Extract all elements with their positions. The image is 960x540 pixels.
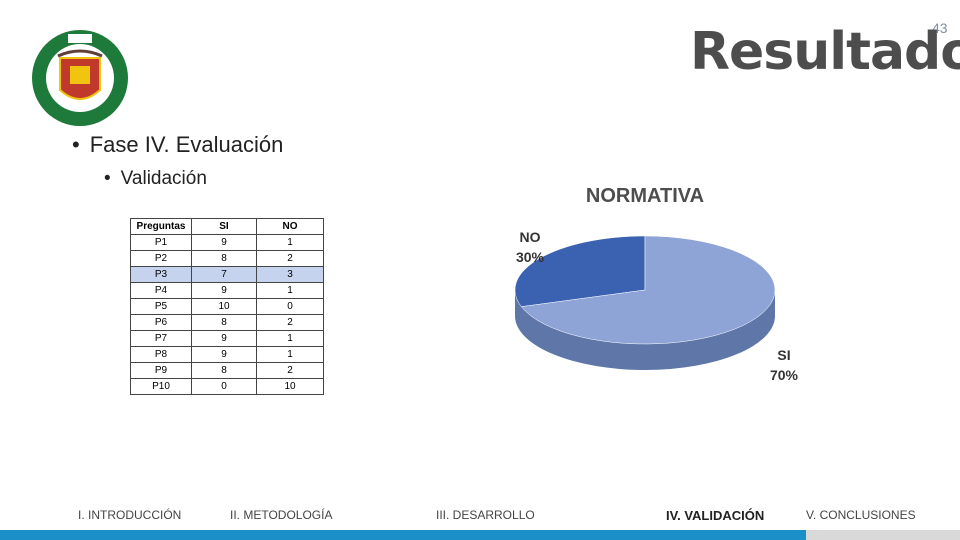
cell-si: 8 [191, 362, 257, 379]
label-no-value: 30% [516, 249, 545, 265]
cell-si: 9 [191, 282, 257, 299]
table-row: P4 9 1 [130, 282, 324, 299]
cell-no: 2 [256, 250, 324, 267]
pie-slice-si [520, 235, 776, 345]
slide-number: 43 [932, 20, 948, 36]
cell-pregunta: P1 [130, 234, 192, 251]
table-row: P1 9 1 [130, 234, 324, 251]
results-table: Preguntas SI NO P1 9 1 P2 8 2 P3 7 3 P4 9 1 P5 10 0 P6 8… [130, 218, 324, 395]
cell-si: 10 [191, 298, 257, 315]
cell-no: 10 [256, 378, 324, 395]
cell-no: 3 [256, 266, 324, 283]
cell-si: 9 [191, 330, 257, 347]
table-row: P7 9 1 [130, 330, 324, 347]
cell-pregunta: P10 [130, 378, 192, 395]
table-header-row: Preguntas SI NO [130, 218, 324, 235]
cell-no: 2 [256, 362, 324, 379]
header-si: SI [191, 218, 257, 235]
cell-si: 9 [191, 346, 257, 363]
cell-pregunta: P8 [130, 346, 192, 363]
cell-no: 1 [256, 346, 324, 363]
progress-fill [0, 530, 807, 540]
bullet-validacion: • Validación [104, 168, 207, 189]
chart-title: NORMATIVA [586, 185, 704, 207]
cell-pregunta: P7 [130, 330, 192, 347]
bullet-fase-text: Fase IV. Evaluación [89, 132, 284, 157]
cell-si: 9 [191, 234, 257, 251]
label-si-name: SI [777, 347, 790, 363]
cell-no: 1 [256, 330, 324, 347]
footer-item-desarrollo[interactable]: III. DESARROLLO [436, 508, 535, 522]
header-no: NO [256, 218, 324, 235]
table-row: P2 8 2 [130, 250, 324, 267]
cell-pregunta: P3 [130, 266, 192, 283]
cell-pregunta: P5 [130, 298, 192, 315]
footer-item-metodologia[interactable]: II. METODOLOGÍA [230, 508, 333, 522]
slide-title: Resultados [690, 22, 960, 82]
footer-item-conclusiones[interactable]: V. CONCLUSIONES [806, 508, 916, 522]
pie-side [515, 290, 775, 370]
cell-no: 2 [256, 314, 324, 331]
cell-si: 8 [191, 314, 257, 331]
label-si-value: 70% [770, 367, 799, 383]
cell-no: 0 [256, 298, 324, 315]
table-row: P9 8 2 [130, 362, 324, 379]
table-row: P3 7 3 [130, 266, 324, 283]
header-preguntas: Preguntas [130, 218, 192, 235]
cell-no: 1 [256, 234, 324, 251]
cell-pregunta: P6 [130, 314, 192, 331]
table-row: P8 9 1 [130, 346, 324, 363]
table-row: P5 10 0 [130, 298, 324, 315]
cell-si: 8 [191, 250, 257, 267]
cell-si: 7 [191, 266, 257, 283]
normativa-pie-chart: NORMATIVA NO 30% SI 70% [514, 185, 799, 383]
cell-pregunta: P2 [130, 250, 192, 267]
table-row: P6 8 2 [130, 314, 324, 331]
pie-group [514, 235, 776, 370]
footer-item-validacion[interactable]: IV. VALIDACIÓN [666, 508, 765, 523]
bullet-fase: • Fase IV. Evaluación [72, 132, 284, 157]
pie-slice-no [514, 235, 646, 307]
label-no-name: NO [520, 229, 541, 245]
footer-item-introduccion[interactable]: I. INTRODUCCIÓN [78, 508, 182, 522]
espe-logo [32, 30, 128, 126]
cell-si: 0 [191, 378, 257, 395]
cell-pregunta: P9 [130, 362, 192, 379]
cell-no: 1 [256, 282, 324, 299]
footer-nav: I. INTRODUCCIÓN II. METODOLOGÍA III. DES… [0, 508, 960, 526]
cell-pregunta: P4 [130, 282, 192, 299]
table-row: P10 0 10 [130, 378, 324, 395]
bullet-validacion-text: Validación [120, 168, 207, 189]
